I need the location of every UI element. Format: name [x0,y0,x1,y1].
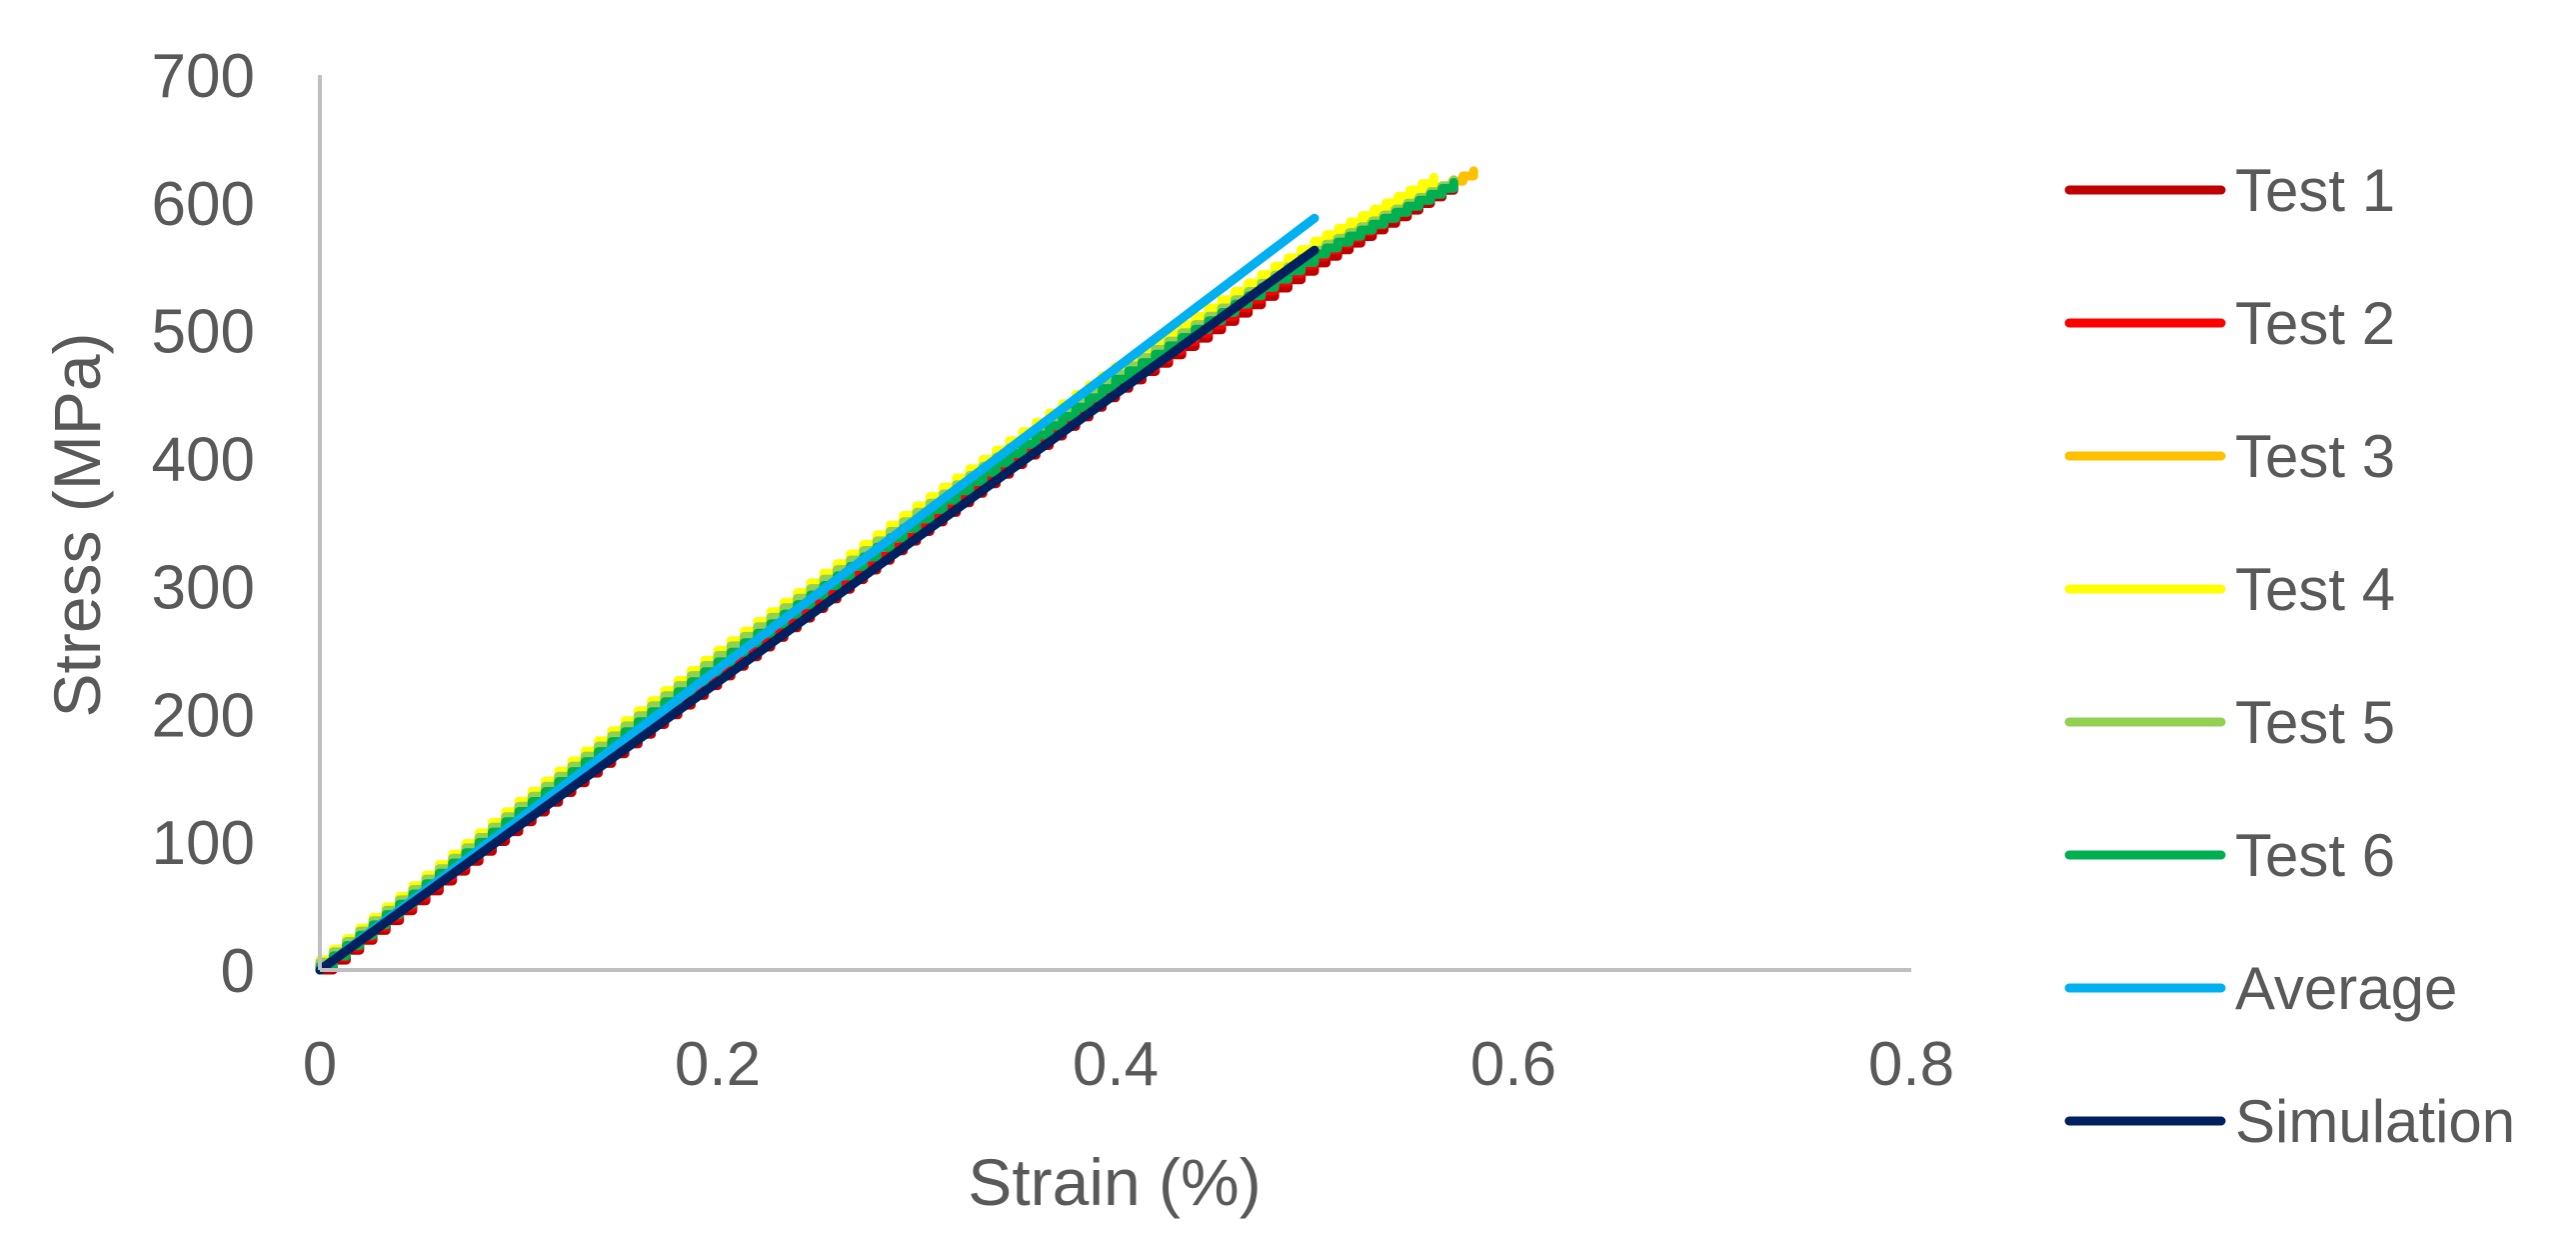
legend: Test 1 Test 2 Test 3 Test 4 Test 5 Test 6 Aver… [2064,157,2515,1155]
y-axis-title: Stress (MPa) [40,332,114,717]
y-tick-label: 600 [152,170,255,239]
x-tick-label: 0.6 [1470,1030,1556,1099]
x-tick-label: 0.2 [675,1030,761,1099]
legend-label: Test 5 [2235,689,2395,756]
y-tick-label: 300 [152,553,255,622]
series-line-simulation [315,245,1319,975]
y-tick-label: 200 [152,681,255,750]
plot-lines [315,166,1478,975]
x-tick-label: 0.8 [1868,1030,1954,1099]
legend-label: Simulation [2235,1088,2515,1155]
legend-label: Test 2 [2235,290,2395,357]
legend-label: Test 1 [2235,157,2395,224]
x-tick-label: 0 [303,1030,337,1099]
y-tick-label: 0 [221,937,255,1006]
tick-labels: 0 100 200 300 400 500 600 700 0 0.2 0.4 0.6 0.8 [152,42,1955,1099]
legend-label: Test 4 [2235,556,2395,623]
x-axis-title: Strain (%) [968,1145,1261,1219]
axes [318,75,1911,972]
legend-label: Average [2235,955,2457,1022]
y-tick-label: 100 [152,809,255,878]
legend-label: Test 6 [2235,822,2395,889]
y-tick-label: 500 [152,298,255,367]
legend-label: Test 3 [2235,423,2395,490]
x-tick-label: 0.4 [1073,1030,1159,1099]
y-tick-label: 400 [152,426,255,495]
y-tick-label: 700 [152,42,255,111]
